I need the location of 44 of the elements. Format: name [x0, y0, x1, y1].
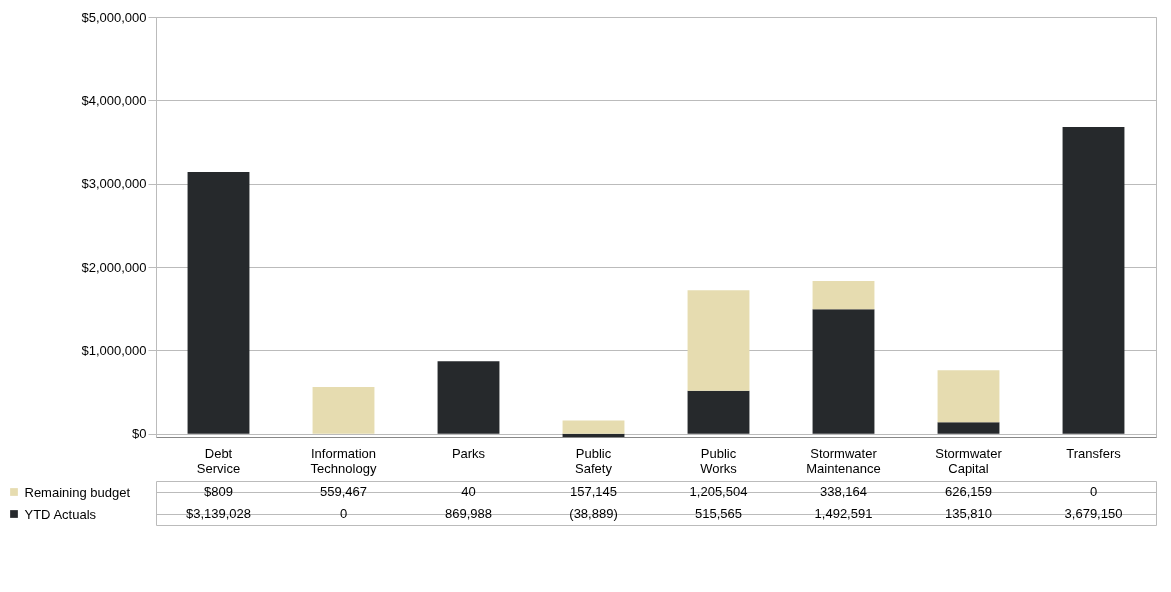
x-tick-label: Stormwater Capital: [935, 445, 1003, 476]
bar: [812, 281, 875, 310]
bar: [437, 361, 500, 434]
y-tick-label: $3,000,000: [81, 176, 147, 192]
data-label: 559,467: [320, 484, 367, 499]
x-tick-label: Public Works: [700, 445, 738, 476]
x-tick-label: Stormwater Maintenance: [806, 445, 881, 476]
x-tick-label: Parks: [451, 445, 486, 461]
data-label: (38,889): [569, 506, 618, 521]
bar: [562, 420, 625, 434]
data-label: 626,159: [945, 484, 992, 499]
x-tick-label: Transfers: [1066, 445, 1122, 461]
data-label: $809: [204, 484, 233, 499]
bar: [312, 387, 375, 434]
data-label: 0: [1089, 484, 1098, 499]
data-label: 869,988: [445, 506, 492, 521]
bar: [937, 422, 1000, 434]
bar: [187, 172, 250, 434]
y-tick-label: $4,000,000: [81, 92, 147, 108]
legend-label: YTD Actuals: [24, 506, 97, 522]
data-label: 338,164: [820, 484, 867, 499]
y-tick-label: $5,000,000: [81, 9, 147, 25]
y-tick-label: $0: [132, 426, 147, 442]
x-tick-label: Public Safety: [575, 445, 613, 476]
data-label: 3,679,150: [1064, 506, 1123, 521]
data-label: 0: [339, 506, 348, 521]
bar: [812, 309, 875, 434]
data-label: $3,139,028: [185, 506, 252, 521]
legend-label: Remaining budget: [24, 484, 131, 500]
x-tick-label: Information Technology: [310, 445, 377, 476]
bar: [937, 370, 1000, 423]
x-tick-label: Debt Service: [196, 445, 241, 476]
data-label: 515,565: [695, 506, 742, 521]
bar: [562, 433, 625, 437]
y-tick-label: $1,000,000: [81, 342, 147, 358]
data-label: 1,492,591: [814, 506, 873, 521]
bar: [687, 390, 750, 434]
data-label: 40: [461, 484, 476, 499]
bar: [1062, 127, 1125, 434]
bar: [687, 290, 750, 391]
y-tick-label: $2,000,000: [81, 259, 147, 275]
data-label: 157,145: [570, 484, 617, 499]
data-label: 1,205,504: [689, 484, 748, 499]
data-label: 135,810: [945, 506, 992, 521]
